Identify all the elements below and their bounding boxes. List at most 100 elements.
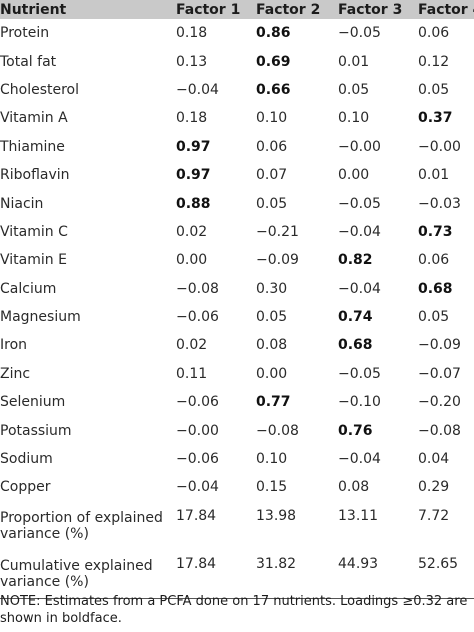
loading-cell-factor-1: −0.00 [176,422,219,439]
summary-cell-factor-3: 44.93 [336,549,416,599]
table-row: Thiamine 0.97 0.06 −0.00 −0.00 [0,133,474,161]
loading-cell-factor-1: 0.00 [176,252,208,269]
nutrient-label: Thiamine [0,138,65,155]
table-row: Iron 0.02 0.08 0.68 −0.09 [0,331,474,359]
header-row: Nutrient Factor 1 Factor 2 Factor 3 Fact… [0,0,474,19]
nutrient-label: Riboflavin [0,167,70,184]
loading-cell-factor-2: 0.30 [256,280,288,297]
loading-cell-factor-1: −0.04 [176,479,219,496]
summary-label: Cumulative explained variance (%) [0,549,174,599]
summary-cell-factor-1: 17.84 [176,507,217,524]
table-note: NOTE: Estimates from a PCFA done on 17 n… [0,594,468,626]
nutrient-label: Iron [0,337,28,354]
nutrient-label: Selenium [0,394,66,411]
table-row: Vitamin E 0.00 −0.09 0.82 0.06 [0,246,474,274]
loading-cell-factor-3: 0.05 [338,81,370,98]
table-row: Protein 0.18 0.86 −0.05 0.06 [0,19,474,47]
loading-cell-factor-4: 0.06 [418,25,450,42]
table-row: Magnesium −0.06 0.05 0.74 0.05 [0,303,474,331]
loading-cell-factor-3: −0.04 [338,451,381,468]
loading-cell-factor-4: −0.08 [418,422,461,439]
loading-cell-factor-1: −0.06 [176,309,219,326]
loading-cell-factor-2: 0.66 [256,81,291,98]
loading-cell-factor-1: −0.06 [176,394,219,411]
table-row: Vitamin A 0.18 0.10 0.10 0.37 [0,104,474,132]
loading-cell-factor-4: −0.00 [418,138,461,155]
loading-cell-factor-4: 0.04 [418,451,450,468]
summary-cell-factor-4: 52.65 [416,549,474,599]
table-row: Zinc 0.11 0.00 −0.05 −0.07 [0,360,474,388]
loading-cell-factor-1: 0.02 [176,223,208,240]
summary-cell-factor-3: 13.11 [338,507,379,524]
loading-cell-factor-3: 0.00 [338,167,370,184]
nutrient-label: Protein [0,25,50,42]
loading-cell-factor-4: 0.73 [418,223,453,240]
table-row: Vitamin C 0.02 −0.21 −0.04 0.73 [0,218,474,246]
table-row: Selenium −0.06 0.77 −0.10 −0.20 [0,388,474,416]
header-factor-2: Factor 2 [254,0,336,19]
loading-cell-factor-2: 0.07 [256,167,288,184]
loading-cell-factor-3: 0.10 [338,110,370,127]
loading-cell-factor-2: 0.05 [256,195,288,212]
table-row: Copper −0.04 0.15 0.08 0.29 [0,473,474,501]
nutrient-label: Cholesterol [0,81,80,98]
loading-cell-factor-3: −0.05 [338,195,381,212]
table-row: Cholesterol −0.04 0.66 0.05 0.05 [0,76,474,104]
header-nutrient: Nutrient [0,0,174,19]
loading-cell-factor-1: 0.97 [176,167,211,184]
header-factor-1: Factor 1 [174,0,254,19]
loading-cell-factor-1: 0.13 [176,53,208,70]
loading-cell-factor-2: 0.05 [256,309,288,326]
nutrient-label: Copper [0,479,51,496]
loading-cell-factor-1: 0.97 [176,138,211,155]
table-body: Protein 0.18 0.86 −0.05 0.06 Total fat 0.13 0.6… [0,19,474,599]
loading-cell-factor-3: −0.10 [338,394,381,411]
factor-loadings-table: Nutrient Factor 1 Factor 2 Factor 3 Fact… [0,0,474,599]
loading-cell-factor-4: 0.06 [418,252,450,269]
loading-cell-factor-4: −0.07 [418,365,461,382]
loading-cell-factor-1: 0.11 [176,365,208,382]
nutrient-label: Sodium [0,451,53,468]
nutrient-label: Vitamin E [0,252,67,269]
loading-cell-factor-3: −0.05 [338,365,381,382]
table-row: Total fat 0.13 0.69 0.01 0.12 [0,47,474,75]
loading-cell-factor-4: 0.12 [418,53,450,70]
loading-cell-factor-4: 0.37 [418,110,453,127]
summary-row: Proportion of explained variance (%) 17.8… [0,502,474,550]
loading-cell-factor-4: 0.05 [418,309,450,326]
table-row: Sodium −0.06 0.10 −0.04 0.04 [0,445,474,473]
loading-cell-factor-2: 0.77 [256,394,291,411]
loading-cell-factor-4: 0.68 [418,280,453,297]
nutrient-label: Magnesium [0,309,81,326]
nutrient-label: Zinc [0,365,31,382]
loading-cell-factor-3: 0.01 [338,53,370,70]
loading-cell-factor-1: −0.04 [176,81,219,98]
summary-cell-factor-1: 17.84 [174,549,254,599]
loading-cell-factor-3: −0.00 [338,138,381,155]
nutrient-label: Vitamin C [0,223,68,240]
table-row: Calcium −0.08 0.30 −0.04 0.68 [0,275,474,303]
loading-cell-factor-4: 0.01 [418,167,450,184]
nutrient-label: Vitamin A [0,110,68,127]
loading-cell-factor-1: −0.08 [176,280,219,297]
loading-cell-factor-4: 0.29 [418,479,450,496]
loading-cell-factor-3: −0.04 [338,280,381,297]
loading-cell-factor-3: 0.74 [338,309,373,326]
loading-cell-factor-1: 0.18 [176,25,208,42]
loading-cell-factor-1: 0.02 [176,337,208,354]
summary-label: Proportion of explained variance (%) [0,509,163,542]
table-row: Riboflavin 0.97 0.07 0.00 0.01 [0,161,474,189]
nutrient-label: Niacin [0,195,44,212]
loading-cell-factor-2: −0.21 [256,223,299,240]
loading-cell-factor-2: 0.00 [256,365,288,382]
loading-cell-factor-3: 0.76 [338,422,373,439]
loading-cell-factor-3: 0.08 [338,479,370,496]
loading-cell-factor-1: −0.06 [176,451,219,468]
loading-cell-factor-1: 0.18 [176,110,208,127]
summary-row: Cumulative explained variance (%) 17.84 31… [0,549,474,599]
nutrient-label: Total fat [0,53,57,70]
loading-cell-factor-2: −0.08 [256,422,299,439]
loading-cell-factor-3: 0.82 [338,252,373,269]
loading-cell-factor-2: 0.15 [256,479,288,496]
summary-cell-factor-2: 13.98 [256,507,297,524]
